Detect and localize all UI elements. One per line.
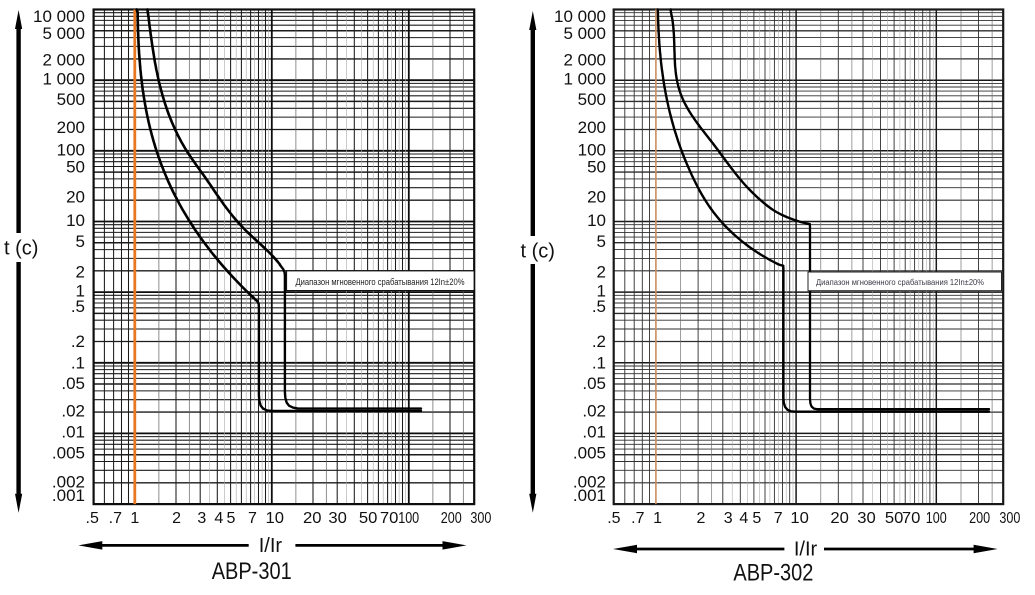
svg-text:70: 70: [380, 510, 399, 527]
svg-text:.02: .02: [61, 401, 85, 420]
svg-text:5 000: 5 000: [563, 24, 606, 43]
svg-text:.5: .5: [592, 297, 606, 316]
svg-text:100: 100: [578, 140, 606, 159]
svg-text:20: 20: [587, 188, 606, 207]
svg-text:5: 5: [227, 510, 236, 527]
svg-text:1: 1: [653, 510, 662, 527]
svg-text:5: 5: [597, 232, 606, 251]
svg-text:100: 100: [926, 510, 947, 527]
svg-text:АВР-301: АВР-301: [212, 558, 292, 585]
svg-text:2: 2: [76, 262, 85, 281]
svg-text:.002: .002: [573, 473, 606, 492]
svg-text:10: 10: [266, 510, 285, 527]
svg-text:.01: .01: [582, 422, 606, 441]
svg-text:300: 300: [999, 510, 1020, 527]
svg-text:50: 50: [885, 510, 904, 527]
svg-text:.2: .2: [592, 332, 606, 351]
svg-text:200: 200: [57, 118, 85, 137]
svg-text:.005: .005: [52, 443, 85, 462]
svg-text:100: 100: [57, 140, 85, 159]
svg-text:.02: .02: [582, 401, 606, 420]
svg-text:10: 10: [66, 211, 85, 230]
svg-text:I/Ir: I/Ir: [259, 535, 283, 557]
svg-text:1: 1: [597, 282, 606, 301]
svg-text:30: 30: [857, 510, 876, 527]
svg-text:Диапазон мгновенного срабатыва: Диапазон мгновенного срабатывания 12In±2…: [296, 277, 465, 287]
svg-text:30: 30: [328, 510, 347, 527]
svg-text:.005: .005: [573, 443, 606, 462]
svg-text:10 000: 10 000: [554, 7, 606, 26]
svg-text:.1: .1: [592, 353, 606, 372]
svg-text:1: 1: [130, 510, 139, 527]
svg-text:.7: .7: [109, 510, 122, 527]
svg-text:200: 200: [969, 510, 990, 527]
svg-text:1 000: 1 000: [563, 70, 606, 89]
svg-text:2: 2: [696, 510, 705, 527]
svg-text:50: 50: [359, 510, 378, 527]
svg-text:1 000: 1 000: [42, 70, 85, 89]
svg-text:t (c): t (c): [521, 241, 555, 263]
svg-text:I/Ir: I/Ir: [794, 539, 818, 561]
svg-text:300: 300: [470, 510, 491, 527]
svg-text:.05: .05: [582, 374, 606, 393]
svg-text:4: 4: [214, 510, 223, 527]
svg-text:.01: .01: [61, 422, 85, 441]
svg-text:5: 5: [752, 510, 761, 527]
svg-text:200: 200: [578, 118, 606, 137]
svg-text:50: 50: [66, 157, 85, 176]
svg-text:АВР-302: АВР-302: [733, 559, 813, 586]
svg-text:10 000: 10 000: [33, 7, 85, 26]
svg-text:5: 5: [76, 232, 85, 251]
svg-text:2 000: 2 000: [42, 51, 85, 70]
svg-text:.2: .2: [71, 332, 85, 351]
svg-text:20: 20: [303, 510, 322, 527]
svg-text:200: 200: [441, 510, 462, 527]
svg-text:7: 7: [248, 510, 257, 527]
svg-text:50: 50: [587, 157, 606, 176]
svg-text:100: 100: [398, 510, 419, 527]
svg-text:4: 4: [739, 510, 748, 527]
svg-text:70: 70: [902, 510, 921, 527]
svg-text:.5: .5: [86, 510, 99, 527]
svg-text:.5: .5: [607, 510, 620, 527]
svg-text:.001: .001: [573, 486, 606, 505]
svg-text:3: 3: [197, 510, 206, 527]
svg-text:1: 1: [76, 282, 85, 301]
svg-text:.1: .1: [71, 353, 85, 372]
svg-text:10: 10: [587, 211, 606, 230]
svg-text:20: 20: [830, 510, 849, 527]
svg-text:.7: .7: [631, 510, 644, 527]
svg-text:7: 7: [774, 510, 783, 527]
svg-text:5 000: 5 000: [42, 24, 85, 43]
svg-text:2: 2: [172, 510, 181, 527]
svg-text:10: 10: [790, 510, 809, 527]
svg-text:t (c): t (c): [4, 238, 38, 260]
svg-text:.001: .001: [52, 486, 85, 505]
svg-text:Диапазон мгновенного срабатыва: Диапазон мгновенного срабатывания 12In±2…: [816, 277, 984, 287]
svg-text:.05: .05: [61, 374, 85, 393]
svg-text:500: 500: [578, 90, 606, 109]
svg-text:.5: .5: [71, 297, 85, 316]
svg-text:20: 20: [66, 188, 85, 207]
svg-text:3: 3: [724, 510, 733, 527]
svg-text:500: 500: [57, 90, 85, 109]
svg-text:.002: .002: [52, 473, 85, 492]
svg-text:2 000: 2 000: [563, 51, 606, 70]
svg-text:2: 2: [597, 262, 606, 281]
